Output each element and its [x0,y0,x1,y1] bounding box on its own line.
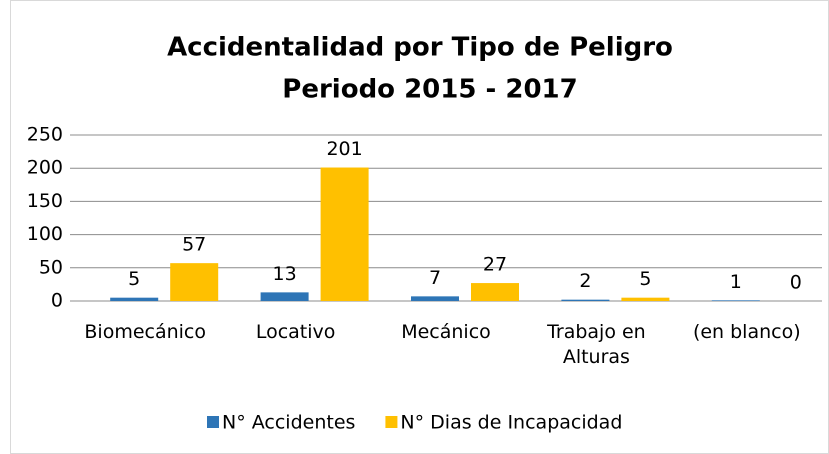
x-tick-label: Mecánico [401,321,491,343]
data-label: 7 [429,267,441,289]
legend-label: N° Accidentes [222,412,355,434]
chart-border [10,0,829,454]
bar [110,297,159,301]
y-tick-label: 50 [39,256,63,278]
data-label: 27 [483,254,507,276]
bar [621,297,670,301]
legend-swatch [385,416,398,428]
bar [260,292,309,301]
x-tick-label: Locativo [255,321,336,343]
bar [561,299,610,301]
x-tick-label: Biomecánico [84,321,206,343]
data-label: 13 [273,263,297,285]
y-tick-label: 0 [51,290,63,312]
bar [411,296,459,301]
bar [471,283,519,301]
data-label: 2 [579,270,591,292]
bar [320,167,369,301]
bar [170,263,219,301]
chart-title: Accidentalidad por Tipo de Peligro [167,33,673,63]
data-label: 5 [128,268,140,290]
y-tick-label: 150 [27,190,63,212]
data-label: 0 [790,272,802,294]
legend-swatch [207,416,219,428]
y-tick-label: 100 [27,223,63,245]
data-label: 1 [730,271,742,293]
data-label: 201 [326,138,362,160]
bar [711,300,760,301]
y-tick-label: 250 [27,124,63,146]
x-tick-label: Trabajo en Alturas [547,321,646,368]
data-label: 5 [639,268,651,290]
legend-label: N° Dias de Incapacidad [400,412,622,434]
x-tick-label: (en blanco) [692,321,801,343]
chart-title: Periodo 2015 - 2017 [282,75,577,105]
y-tick-label: 200 [27,157,63,179]
data-label: 57 [182,234,206,256]
